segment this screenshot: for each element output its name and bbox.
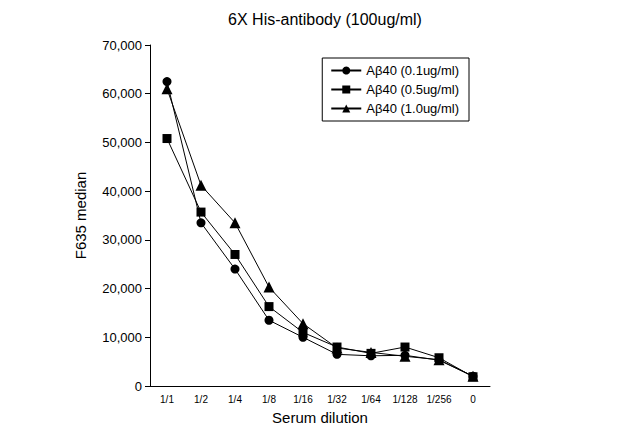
svg-text:0: 0	[470, 394, 476, 405]
svg-text:10,000: 10,000	[102, 330, 142, 345]
svg-text:1/64: 1/64	[361, 394, 381, 405]
svg-text:20,000: 20,000	[102, 281, 142, 296]
svg-text:Aβ40 (0.5ug/ml): Aβ40 (0.5ug/ml)	[366, 82, 459, 97]
svg-text:F635 median: F635 median	[72, 172, 89, 260]
svg-text:Aβ40 (1.0ug/ml): Aβ40 (1.0ug/ml)	[366, 101, 459, 116]
svg-text:60,000: 60,000	[102, 86, 142, 101]
svg-text:70,000: 70,000	[102, 38, 142, 53]
svg-text:50,000: 50,000	[102, 135, 142, 150]
svg-text:6X His-antibody (100ug/ml): 6X His-antibody (100ug/ml)	[228, 11, 422, 28]
svg-text:1/32: 1/32	[327, 394, 347, 405]
svg-text:1/2: 1/2	[194, 394, 208, 405]
svg-text:0: 0	[135, 379, 142, 394]
svg-text:30,000: 30,000	[102, 232, 142, 247]
svg-text:Serum dilution: Serum dilution	[272, 409, 368, 426]
svg-text:40,000: 40,000	[102, 184, 142, 199]
svg-text:1/8: 1/8	[262, 394, 276, 405]
svg-text:1/256: 1/256	[426, 394, 451, 405]
svg-text:Aβ40 (0.1ug/ml): Aβ40 (0.1ug/ml)	[366, 63, 459, 78]
svg-text:1/1: 1/1	[160, 394, 174, 405]
svg-text:1/4: 1/4	[228, 394, 242, 405]
svg-text:1/16: 1/16	[293, 394, 313, 405]
svg-text:1/128: 1/128	[392, 394, 417, 405]
